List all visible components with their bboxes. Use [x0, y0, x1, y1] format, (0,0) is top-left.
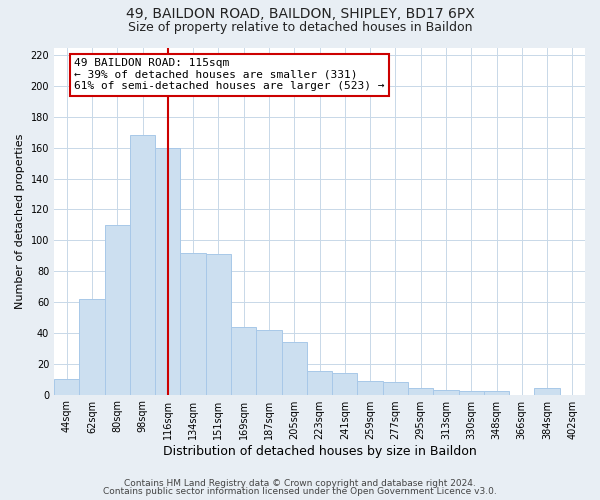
Bar	[484, 392, 509, 394]
Text: 49, BAILDON ROAD, BAILDON, SHIPLEY, BD17 6PX: 49, BAILDON ROAD, BAILDON, SHIPLEY, BD17…	[125, 8, 475, 22]
Text: Contains public sector information licensed under the Open Government Licence v3: Contains public sector information licen…	[103, 487, 497, 496]
Bar	[433, 390, 458, 394]
Bar	[358, 380, 383, 394]
Bar	[231, 326, 256, 394]
Text: 49 BAILDON ROAD: 115sqm
← 39% of detached houses are smaller (331)
61% of semi-d: 49 BAILDON ROAD: 115sqm ← 39% of detache…	[74, 58, 385, 92]
Bar	[307, 372, 332, 394]
Text: Size of property relative to detached houses in Baildon: Size of property relative to detached ho…	[128, 21, 472, 34]
Bar	[458, 392, 484, 394]
X-axis label: Distribution of detached houses by size in Baildon: Distribution of detached houses by size …	[163, 444, 476, 458]
Bar	[535, 388, 560, 394]
Y-axis label: Number of detached properties: Number of detached properties	[15, 134, 25, 308]
Bar	[104, 225, 130, 394]
Bar	[130, 136, 155, 394]
Bar	[54, 379, 79, 394]
Text: Contains HM Land Registry data © Crown copyright and database right 2024.: Contains HM Land Registry data © Crown c…	[124, 478, 476, 488]
Bar	[155, 148, 181, 394]
Bar	[281, 342, 307, 394]
Bar	[181, 252, 206, 394]
Bar	[332, 373, 358, 394]
Bar	[256, 330, 281, 394]
Bar	[206, 254, 231, 394]
Bar	[383, 382, 408, 394]
Bar	[408, 388, 433, 394]
Bar	[79, 299, 104, 394]
